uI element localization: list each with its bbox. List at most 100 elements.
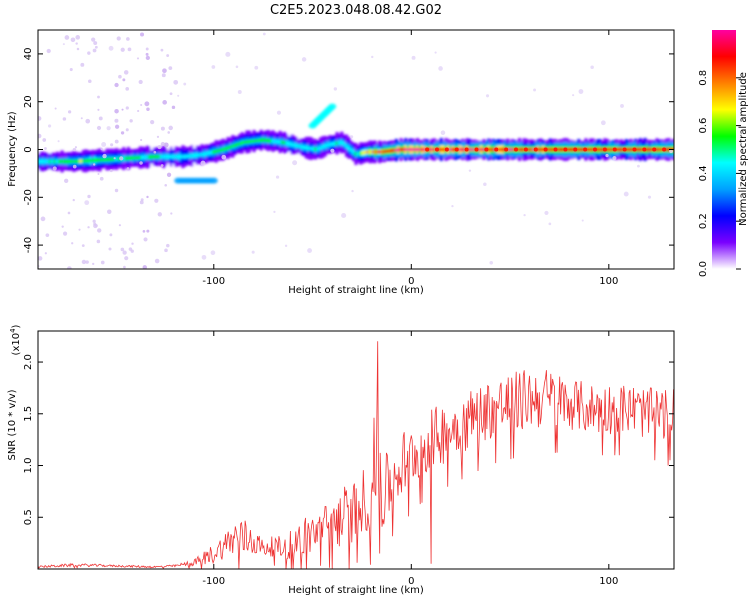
spectrogram-cell — [107, 157, 112, 162]
spectrogram-peak — [543, 147, 548, 152]
spectrogram-speckle — [145, 55, 150, 61]
spectrogram-speckle — [44, 252, 47, 255]
spectrogram-cell — [53, 159, 57, 164]
spectrogram-peak — [523, 147, 528, 152]
spectrogram-cell — [508, 147, 512, 152]
spectrogram-cell — [660, 147, 664, 152]
spectrogram-speckle — [122, 250, 127, 255]
spectrogram-speckle — [142, 265, 147, 269]
spectrogram-cell — [311, 147, 315, 151]
spectrogram-cell — [295, 143, 299, 148]
snr-x-label: Height of straight line (km) — [288, 585, 424, 596]
spectrogram-speckle — [109, 233, 113, 237]
figure-title: C2E5.2023.048.08.42.G02 — [270, 3, 442, 18]
spectrogram-speckle — [341, 212, 347, 219]
spectrogram-peak — [513, 147, 518, 152]
snr-background — [38, 331, 674, 569]
spectrogram-cell — [389, 148, 394, 153]
spectrogram-cell — [276, 140, 280, 144]
spectrogram-cell — [323, 144, 327, 148]
snr-x-tick-label: 0 — [408, 576, 414, 587]
spectrogram-speckle — [92, 262, 95, 266]
spectrogram-cell — [122, 156, 126, 161]
spectrogram-cell — [664, 147, 669, 152]
spectrogram-speckle — [157, 144, 162, 150]
spectrogram-speckle — [154, 198, 159, 203]
spectrogram-speckle — [61, 225, 64, 228]
spectrogram-speckle — [101, 141, 107, 147]
spectrogram-cell — [589, 148, 593, 151]
spectrogram-speckle — [156, 135, 160, 138]
spectrogram-y-label: Frequency (Hz) — [7, 111, 18, 187]
spectrogram-speckle — [170, 212, 173, 215]
spectrogram-speckle — [533, 88, 536, 92]
spectrogram-band — [38, 103, 674, 184]
spectrogram-cell — [655, 147, 659, 152]
spectrogram-peak — [573, 147, 578, 152]
spectrogram-cell — [387, 149, 391, 153]
spectrogram-x-tick-label: 100 — [599, 276, 618, 287]
spectrogram-cell — [138, 155, 142, 160]
spectrogram-speckle — [54, 107, 57, 110]
spectrogram-speckle — [605, 153, 609, 158]
spectrogram-speckle — [124, 256, 129, 261]
spectrogram-speckle — [351, 189, 354, 193]
spectrogram-cell — [354, 152, 358, 156]
spectrogram-cell — [238, 142, 242, 146]
spectrogram-speckle — [637, 164, 640, 168]
spectrogram-cell — [667, 147, 671, 152]
spectrogram-peak — [602, 147, 607, 152]
spectrogram-cell — [382, 150, 387, 154]
spectrogram-speckle — [211, 65, 216, 69]
spectrogram-cell — [442, 148, 446, 151]
spectrogram-cell — [482, 147, 486, 152]
spectrogram-speckle — [99, 176, 104, 181]
spectrogram-cell — [337, 141, 342, 145]
spectrogram-y-tick-label: 20 — [23, 95, 34, 108]
spectrogram-cell — [423, 147, 427, 152]
spectrogram-speckle — [108, 247, 112, 251]
spectrogram-speckle — [114, 82, 119, 88]
spectrogram-cell — [302, 145, 306, 150]
spectrogram-cell — [133, 156, 138, 160]
spectrogram-speckle — [81, 244, 85, 248]
spectrogram-speckle — [544, 210, 549, 215]
spectrogram-cell — [39, 159, 43, 164]
spectrogram-speckle — [97, 228, 102, 233]
colorbar-tick-label: 0.0 — [698, 261, 709, 277]
spectrogram-cell — [148, 155, 152, 159]
spectrogram-speckle — [72, 164, 77, 169]
spectrogram-speckle — [262, 32, 266, 36]
spectrogram-x-tick-label: -100 — [202, 276, 225, 287]
spectrogram-speckle — [145, 52, 149, 56]
spectrogram-cell — [363, 150, 368, 155]
spectrogram-peak — [474, 147, 479, 152]
spectrogram-cell — [219, 148, 223, 152]
spectrogram-cell — [58, 159, 62, 164]
spectrogram-speckle — [183, 82, 187, 86]
spectrogram-speckle — [118, 74, 122, 79]
spectrogram-speckle — [62, 117, 67, 121]
spectrogram-cell — [214, 149, 218, 154]
spectrogram-speckle — [114, 139, 119, 144]
spectrogram-speckle — [125, 106, 129, 110]
spectrogram-speckle — [153, 150, 157, 154]
spectrogram-speckle — [161, 73, 166, 78]
spectrogram-speckle — [120, 131, 125, 135]
spectrogram-cell — [648, 147, 652, 152]
spectrogram-speckle — [80, 117, 83, 120]
spectrogram-cell — [261, 138, 266, 142]
spectrogram-speckle — [572, 94, 575, 97]
spectrogram-cell — [41, 159, 45, 164]
spectrogram-speckle — [138, 79, 143, 85]
colorbar-tick-label: 0.4 — [698, 165, 709, 181]
spectrogram-cell — [207, 151, 211, 155]
spectrogram-cell — [373, 150, 377, 154]
spectrogram-cell — [468, 147, 472, 152]
snr-series-line — [38, 341, 674, 569]
spectrogram-cell — [51, 159, 55, 163]
spectrogram-cell — [340, 140, 344, 145]
spectrogram-cell — [91, 158, 95, 163]
spectrogram-speckle — [113, 157, 116, 160]
spectrogram-peak — [425, 147, 430, 152]
